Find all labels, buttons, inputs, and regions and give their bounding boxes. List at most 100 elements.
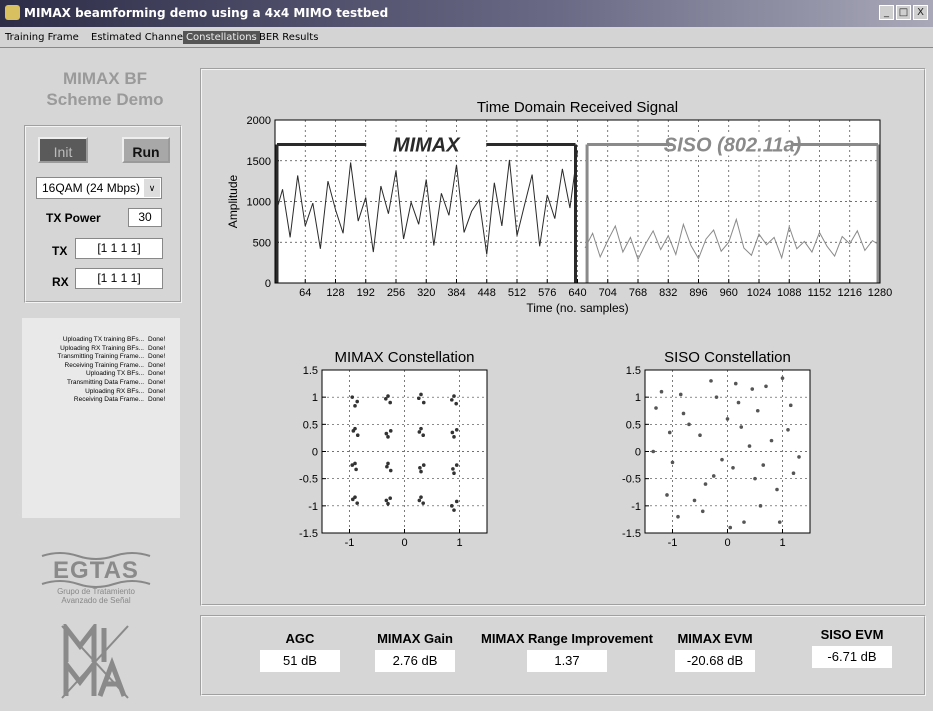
window-title: MIMAX beamforming demo using a 4x4 MIMO …: [24, 6, 388, 20]
constellation-point: [739, 425, 743, 429]
constellation-point: [354, 468, 358, 472]
constellation-point: [355, 400, 359, 404]
constellation-point: [455, 428, 459, 432]
log-message: Uploading RX Training BFs...: [60, 345, 144, 352]
rx-input[interactable]: [1 1 1 1]: [75, 268, 163, 289]
x-tick-label: -1: [345, 537, 355, 549]
chart-title: SISO Constellation: [664, 349, 791, 366]
constellation-point: [797, 455, 801, 459]
modulation-select[interactable]: 16QAM (24 Mbps)∨: [36, 177, 162, 199]
constellation-point: [451, 467, 455, 471]
status-log: Uploading TX training BFs... Done! Uploadi…: [22, 318, 180, 518]
constellation-point: [750, 387, 754, 391]
constellation-point: [455, 463, 459, 467]
maximize-button[interactable]: □: [896, 5, 911, 20]
constellation-point: [355, 501, 359, 505]
x-tick-label: 0: [401, 537, 407, 549]
constellation-point: [450, 504, 454, 508]
y-tick-label: -1.5: [622, 528, 641, 540]
log-status: Done!: [148, 345, 165, 352]
init-button[interactable]: Init: [38, 137, 88, 163]
y-tick-label: 0: [312, 447, 318, 459]
constellation-point: [660, 390, 664, 394]
x-tick-label: 576: [538, 287, 556, 299]
x-tick-label: 64: [299, 287, 311, 299]
log-message: Uploading RX BFs...: [85, 388, 144, 395]
x-tick-label: 1: [456, 537, 462, 549]
constellation-point: [770, 439, 774, 443]
tab[interactable]: Constellations: [183, 31, 260, 44]
log-status: Done!: [148, 379, 165, 386]
constellation-point: [792, 471, 796, 475]
constellation-point: [419, 427, 423, 431]
constellation-point: [422, 463, 426, 467]
constellation-point: [450, 398, 454, 402]
log-message: Uploading TX training BFs...: [63, 336, 144, 343]
title-bar: MIMAX beamforming demo using a 4x4 MIMO …: [0, 0, 933, 27]
x-tick-label: 384: [447, 287, 465, 299]
constellation-point: [418, 499, 422, 503]
side-title: MIMAX BF: [20, 68, 190, 89]
side-title: Scheme Demo: [20, 89, 190, 110]
logo-subtitle: Grupo de Tratamiento: [57, 587, 135, 596]
x-tick-label: 512: [508, 287, 526, 299]
constellation-point: [781, 376, 785, 380]
constellation-point: [418, 430, 422, 434]
log-message: Transmitting Data Frame...: [67, 379, 144, 386]
x-tick-label: 128: [326, 287, 344, 299]
constellation-point: [687, 423, 691, 427]
metric-value: 2.76 dB: [375, 650, 455, 672]
x-tick-label: 1024: [747, 287, 771, 299]
y-tick-label: 0.5: [303, 419, 318, 431]
x-tick-label: 1152: [808, 287, 832, 299]
metric-value: 1.37: [527, 650, 607, 672]
run-button[interactable]: Run: [122, 137, 170, 163]
y-tick-label: 2000: [247, 115, 271, 127]
app-icon: [5, 5, 20, 20]
constellation-point: [709, 379, 713, 383]
log-message: Receiving Training Frame...: [65, 362, 144, 369]
y-tick-label: 0: [635, 447, 641, 459]
x-tick-label: 896: [689, 287, 707, 299]
constellation-point: [422, 401, 426, 405]
x-tick-label: 832: [659, 287, 677, 299]
mima-logo: [60, 624, 132, 700]
tx-label: TX: [52, 244, 67, 258]
tx-power-input[interactable]: 30: [128, 208, 162, 227]
close-button[interactable]: X: [913, 5, 928, 20]
constellation-point: [756, 409, 760, 413]
constellation-point: [734, 382, 738, 386]
logo-name: EGTAS: [53, 557, 139, 584]
constellation-point: [353, 462, 357, 466]
log-status: Done!: [148, 336, 165, 343]
tx-input[interactable]: [1 1 1 1]: [75, 238, 163, 259]
constellation-point: [715, 395, 719, 399]
x-tick-label: 640: [568, 287, 586, 299]
log-status: Done!: [148, 396, 165, 403]
constellation-point: [418, 466, 422, 470]
constellation-point: [704, 482, 708, 486]
constellation-point: [419, 470, 423, 474]
constellation-point: [726, 417, 730, 421]
constellation-point: [389, 429, 393, 433]
constellation-point: [385, 499, 389, 503]
tab[interactable]: BER Results: [256, 31, 321, 44]
dropdown-arrow[interactable]: ∨: [144, 179, 160, 197]
y-tick-label: -1: [308, 501, 318, 513]
tab[interactable]: Estimated Channels: [88, 31, 194, 44]
x-tick-label: 0: [724, 537, 730, 549]
constellation-point: [386, 502, 390, 506]
x-tick-label: 256: [387, 287, 405, 299]
y-tick-label: -1: [631, 501, 641, 513]
constellation-point: [421, 501, 425, 505]
constellation-point: [389, 469, 393, 473]
x-tick-label: 960: [720, 287, 738, 299]
constellation-point: [454, 402, 458, 406]
x-tick-label: 768: [629, 287, 647, 299]
constellation-point: [737, 401, 741, 405]
y-tick-label: 1: [635, 392, 641, 404]
constellation-point: [651, 450, 655, 454]
minimize-button[interactable]: _: [879, 5, 894, 20]
tab[interactable]: Training Frame: [2, 31, 82, 44]
constellation-point: [775, 488, 779, 492]
